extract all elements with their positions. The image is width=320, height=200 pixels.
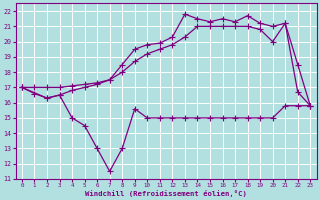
X-axis label: Windchill (Refroidissement éolien,°C): Windchill (Refroidissement éolien,°C) [85, 190, 247, 197]
